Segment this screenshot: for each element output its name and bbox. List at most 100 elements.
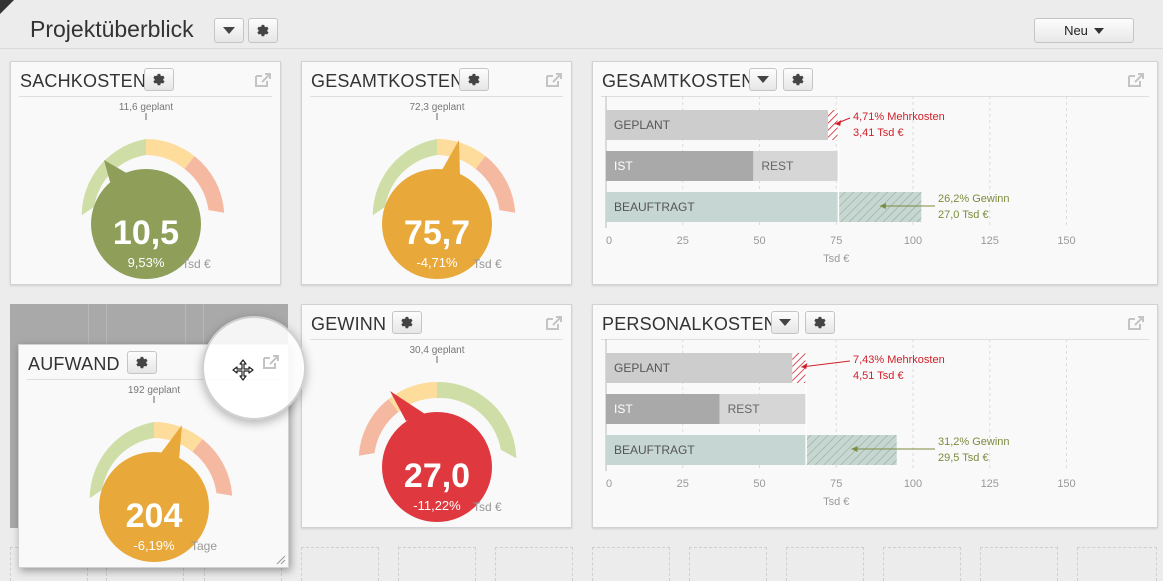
gear-icon	[134, 355, 150, 371]
widget-gewinn: GEWINN 30,4 geplant 27,0 -11,22% Tsd €	[301, 304, 572, 528]
widget-divider	[310, 339, 563, 340]
bar-label-ist: IST	[614, 402, 633, 416]
bar-beauftragt	[606, 192, 839, 222]
drop-slot	[301, 547, 379, 581]
gear-icon	[466, 72, 482, 88]
bar-geplant	[606, 353, 793, 383]
gauge-value-circle	[91, 169, 201, 279]
gauge-percent: -6,19%	[133, 538, 175, 553]
external-link-icon[interactable]	[254, 72, 272, 88]
widget-divider	[310, 96, 563, 97]
gauge-arc-green	[89, 422, 154, 499]
bar-ist	[606, 394, 720, 424]
widget-gesamtkosten-gauge: GESAMTKOSTEN 72,3 geplant 75,7 -4,71% Ts…	[301, 61, 572, 285]
x-tick-label: 125	[981, 478, 999, 490]
bar-overrun-hatch	[827, 110, 839, 140]
caret-down-icon	[779, 319, 791, 326]
bar-label-rest: REST	[761, 159, 794, 173]
gauge-pointer	[161, 425, 182, 460]
planned-label: 72,3 geplant	[409, 102, 464, 113]
profit-percent: 26,2% Gewinn	[938, 193, 1010, 205]
widget-settings-button[interactable]	[783, 68, 813, 91]
gauge-value: 27,0	[404, 457, 470, 495]
drop-slot	[689, 547, 767, 581]
planned-label: 192 geplant	[128, 385, 180, 396]
bar-beauftragt	[606, 435, 807, 465]
gauge-value-circle	[99, 452, 209, 562]
gauge-arc-green	[437, 381, 517, 459]
unit-label: Tsd €	[182, 257, 211, 271]
widget-dropdown-button[interactable]	[749, 68, 777, 91]
widget-divider	[601, 339, 1149, 340]
x-axis-ticks: 0 25 50 75 100 125 150	[606, 235, 1076, 247]
drop-slot	[980, 547, 1058, 581]
gauge-arc-green	[372, 139, 437, 216]
unit-label: Tsd €	[473, 500, 502, 514]
gauge-arc-salmon	[475, 156, 516, 213]
widget-settings-button[interactable]	[127, 351, 157, 374]
drop-slot	[495, 547, 573, 581]
x-tick-label: 25	[677, 235, 689, 247]
widget-title: GEWINN	[311, 314, 387, 334]
drop-slot	[786, 547, 864, 581]
magnifier-overlay	[202, 316, 306, 420]
widget-dropdown-button[interactable]	[771, 311, 799, 334]
external-link-icon[interactable]	[545, 72, 563, 88]
x-axis-unit: Tsd €	[823, 253, 849, 265]
gauge-pointer	[104, 160, 130, 182]
x-tick-label: 150	[1057, 235, 1075, 247]
profit-amount: 29,5 Tsd €	[938, 452, 989, 464]
widget-divider	[19, 96, 272, 97]
widget-title: AUFWAND	[28, 354, 120, 374]
planned-label: 11,6 geplant	[119, 102, 174, 113]
x-tick-label: 0	[606, 478, 612, 490]
gear-icon	[812, 315, 828, 331]
widget-sachkosten: SACHKOSTEN 11,6 geplant 10,5 9,53% Tsd €	[10, 61, 281, 285]
corner-marker	[0, 0, 14, 14]
caret-down-icon	[1093, 27, 1104, 34]
bar-label-geplant: GEPLANT	[614, 361, 671, 375]
x-tick-label: 125	[981, 235, 999, 247]
gauge-value: 10,5	[113, 214, 179, 252]
overrun-amount: 3,41 Tsd €	[853, 127, 904, 139]
bar-rest	[719, 394, 807, 424]
gear-icon	[151, 72, 167, 88]
widget-settings-button[interactable]	[459, 68, 489, 91]
page-settings-button[interactable]	[248, 18, 278, 43]
bar-label-ist: IST	[614, 159, 633, 173]
external-link-icon[interactable]	[1127, 315, 1145, 331]
resize-grip-icon[interactable]	[276, 555, 286, 565]
x-tick-label: 75	[830, 235, 842, 247]
widget-settings-button[interactable]	[805, 311, 835, 334]
x-axis-ticks: 0 25 50 75 100 125 150	[606, 478, 1076, 490]
gauge-percent: -11,22%	[413, 498, 461, 513]
widget-title: GESAMTKOSTEN	[311, 71, 464, 91]
widget-divider	[601, 96, 1149, 97]
title-dropdown-button[interactable]	[214, 18, 244, 43]
unit-label: Tsd €	[473, 257, 502, 271]
widget-personalkosten-bar: PERSONALKOSTEN GEPLANT IST REST BEAUFTRA…	[592, 304, 1158, 528]
bar-label-geplant: GEPLANT	[614, 118, 671, 132]
widget-aufwand-dragging[interactable]: AUFWAND 192 geplant 204 -6,19% Tage	[18, 344, 289, 568]
caret-down-icon	[223, 27, 235, 34]
bar-rest	[753, 151, 839, 181]
gauge-value: 75,7	[404, 214, 470, 252]
gear-icon	[399, 315, 415, 331]
bar-chart: GEPLANT IST REST BEAUFTRAGT 4,71% Mehrko…	[605, 96, 1076, 265]
widget-settings-button[interactable]	[392, 311, 422, 334]
gauge-pointer	[390, 391, 425, 421]
x-tick-label: 100	[904, 235, 922, 247]
new-button[interactable]: Neu	[1034, 18, 1134, 43]
external-link-icon[interactable]	[262, 354, 280, 370]
external-link-icon[interactable]	[1127, 72, 1145, 88]
widget-settings-button[interactable]	[144, 68, 174, 91]
widget-divider	[27, 379, 280, 380]
bar-label-beauftragt: BEAUFTRAGT	[614, 200, 695, 214]
x-tick-label: 100	[904, 478, 922, 490]
profit-percent: 31,2% Gewinn	[938, 436, 1010, 448]
profit-amount: 27,0 Tsd €	[938, 209, 989, 221]
move-cursor-icon	[232, 359, 254, 381]
gauge-arc-green	[81, 139, 146, 216]
external-link-icon[interactable]	[545, 315, 563, 331]
gauge-value-circle	[382, 412, 492, 522]
